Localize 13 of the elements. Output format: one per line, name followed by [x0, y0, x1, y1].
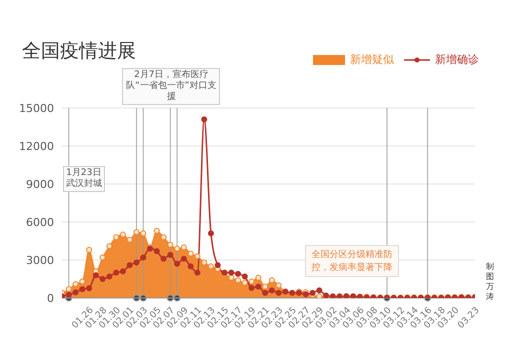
text: 制图万涛 — [486, 262, 495, 302]
y-tick-label: 0 — [47, 292, 54, 305]
y-tick-label: 3000 — [26, 254, 54, 267]
y-tick-label: 12000 — [19, 140, 54, 153]
y-tick-label: 15000 — [19, 102, 54, 115]
annotation: 全国分区分级精准防控，发病率显著下降 — [305, 245, 399, 277]
y-tick-label: 6000 — [26, 216, 54, 229]
ref-line-label: 2月7日，宣布医疗队“一省包一市”对口支援 — [122, 68, 220, 105]
chart-title: 全国疫情进展 — [22, 39, 136, 64]
legend-label: 新增确诊 — [435, 52, 479, 67]
legend-label: 新增疑似 — [350, 52, 394, 67]
ref-line-label: 1月23日武汉封城 — [62, 166, 105, 192]
y-tick-label: 9000 — [26, 178, 54, 191]
